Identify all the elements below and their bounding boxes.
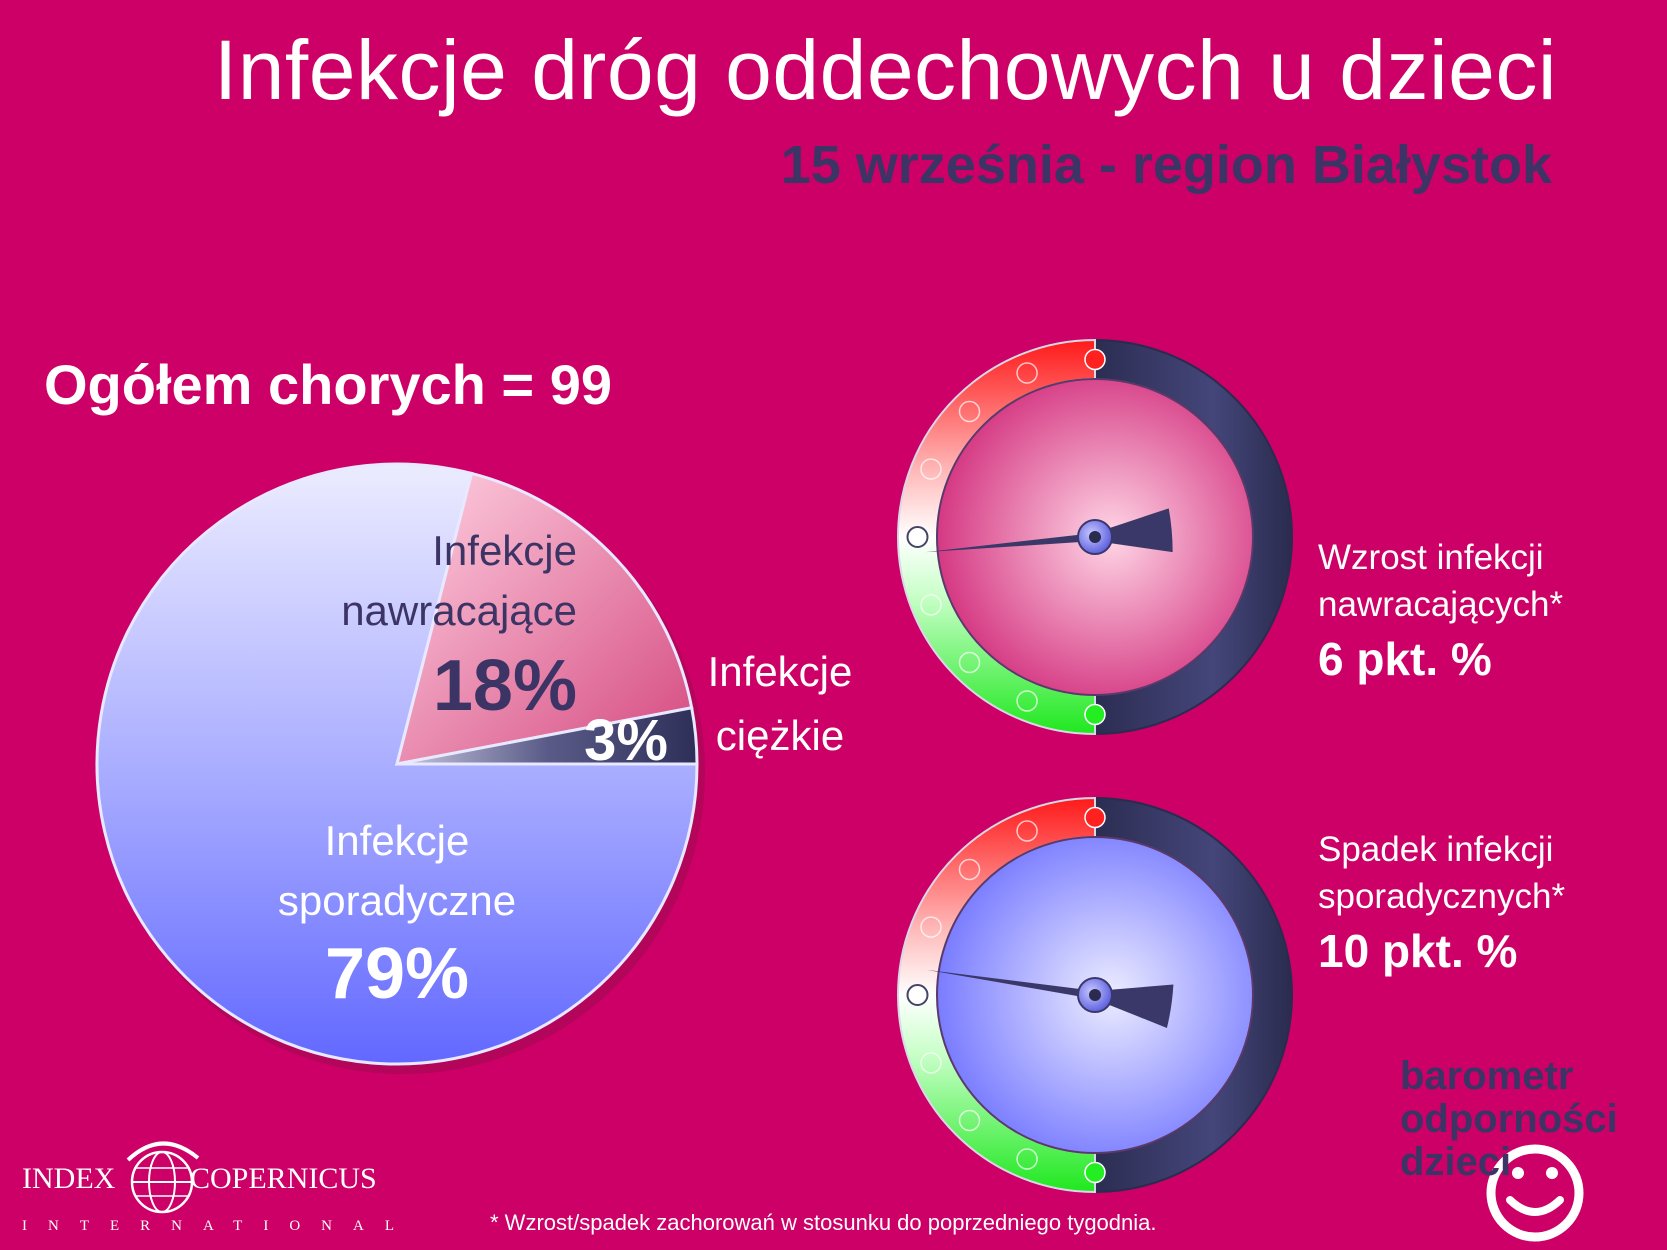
gauge-label-sporadyczne: Spadek infekcji sporadycznych* 10 pkt. % (1318, 826, 1565, 982)
gauge-label-line: Spadek infekcji (1318, 830, 1554, 869)
gauge-value: 10 pkt. % (1318, 925, 1518, 977)
gauge-tick (1016, 1148, 1038, 1170)
logo-international-text: INTERNATIONAL (22, 1218, 415, 1234)
gauge-label-line: Wzrost infekcji (1318, 538, 1544, 577)
gauge-tick (1016, 362, 1038, 384)
gauge-tick (906, 526, 929, 548)
gauge-tick (1084, 806, 1106, 829)
gauge-label-line: nawracających* (1318, 585, 1564, 624)
pie-label: Infekcje (432, 527, 577, 574)
gauge-tick (920, 594, 942, 616)
gauge-tick (920, 1052, 942, 1074)
logo-copernicus-text: COPERNICUS (190, 1162, 377, 1195)
footnote: * Wzrost/spadek zachorowań w stosunku do… (490, 1210, 1157, 1235)
gauge-tick (1084, 1161, 1106, 1184)
gauges (897, 338, 1293, 1194)
pie-label: Infekcje (325, 817, 470, 864)
gauge-tick (1016, 820, 1038, 842)
total-patients: Ogółem chorych = 99 (44, 353, 612, 416)
brand-line: dzieci (1400, 1140, 1512, 1184)
brand-logo: barometr odporności dzieci (1400, 1055, 1618, 1184)
pie-percent-label: 18% (433, 646, 577, 726)
pie-percent-label: 3% (584, 708, 668, 773)
page-title: Infekcje dróg oddechowych u dzieci (213, 23, 1557, 117)
pie-slice-1 (396, 706, 699, 766)
gauge-sporadyczne (897, 796, 1293, 1194)
gauge-tick (958, 400, 981, 423)
gauge-tick (920, 916, 942, 938)
logo-index-text: INDEX (22, 1162, 116, 1195)
gauge-tick (958, 1109, 981, 1132)
brand-line: barometr (1400, 1054, 1574, 1098)
pie-label: nawracające (341, 587, 577, 634)
pie-slice-0 (394, 471, 694, 766)
gauge-tick (1084, 703, 1106, 726)
gauge-value: 6 pkt. % (1318, 633, 1492, 685)
gauge-tick (958, 651, 981, 674)
page-subtitle: 15 września - region Białystok (780, 135, 1552, 195)
gauge-tick (1084, 348, 1106, 371)
pie-label: Infekcje (708, 648, 853, 695)
pie-percent-label: 79% (325, 934, 469, 1014)
pie-chart: Infekcje nawracające 18% Infekcje ciężkie 3% I… (95, 462, 853, 1074)
gauge-needle (926, 969, 1174, 1028)
gauge-tick (1016, 690, 1038, 712)
gauge-nawracajace (897, 338, 1293, 736)
copernicus-globe-icon (126, 1141, 200, 1214)
brand-line: odporności (1400, 1097, 1618, 1141)
pie-label: ciężkie (716, 712, 844, 759)
pie-label: sporadyczne (278, 877, 516, 924)
gauge-label-nawracajace: Wzrost infekcji nawracających* 6 pkt. % (1318, 534, 1563, 690)
gauge-label-line: sporadycznych* (1318, 877, 1566, 916)
smiley-icon (1486, 1144, 1584, 1242)
gauge-tick (958, 858, 981, 881)
gauge-tick (920, 458, 942, 480)
gauge-tick (906, 984, 929, 1006)
